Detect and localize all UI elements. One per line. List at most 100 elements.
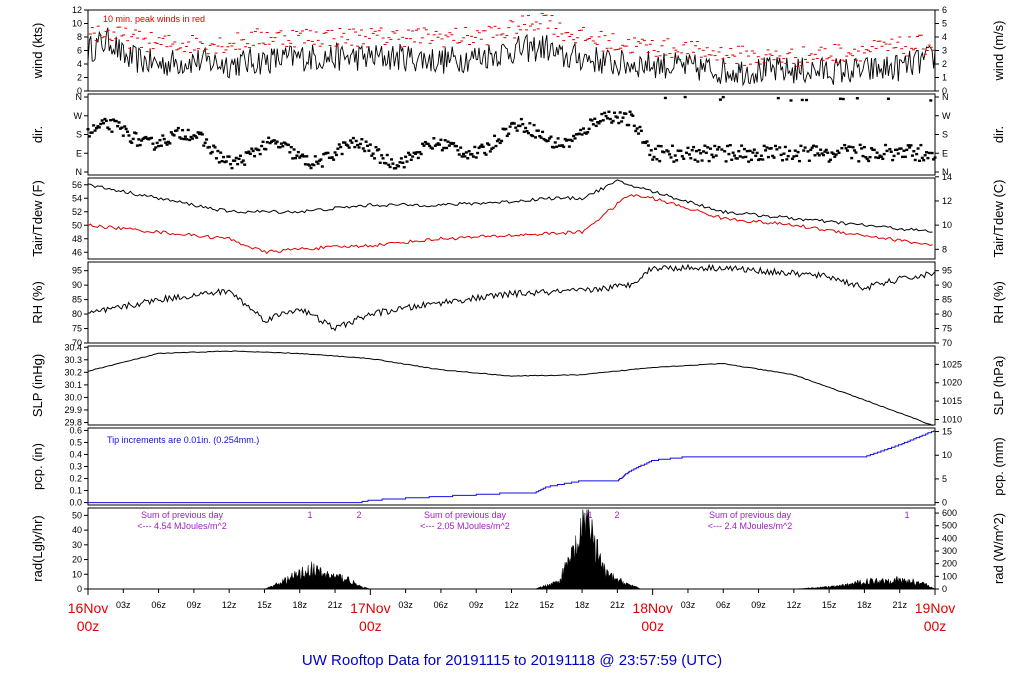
- direction-point: [598, 120, 602, 123]
- wind-right-tick-label: 1: [942, 73, 947, 83]
- direction-point: [464, 151, 468, 154]
- direction-point: [507, 132, 511, 135]
- day-label: 16Nov: [68, 600, 108, 616]
- direction-point: [634, 129, 638, 133]
- direction-point: [343, 141, 347, 144]
- direction-point: [337, 143, 341, 146]
- direction-point: [406, 151, 410, 155]
- direction-point: [398, 161, 402, 164]
- rh-left-tick-label: 75: [72, 324, 82, 334]
- direction-point: [682, 157, 686, 160]
- dir-ylabel-left: dir.: [30, 126, 45, 143]
- direction-point: [358, 142, 362, 146]
- direction-point: [326, 151, 330, 155]
- direction-point: [491, 146, 495, 150]
- direction-point: [649, 149, 653, 152]
- direction-point: [446, 140, 450, 143]
- pcp-left-tick-label: 0.0: [69, 498, 82, 508]
- direction-point: [186, 128, 190, 132]
- direction-point: [240, 161, 244, 164]
- direction-point: [733, 154, 737, 157]
- direction-point: [759, 154, 763, 157]
- direction-point: [905, 148, 909, 152]
- day-label: 18Nov: [632, 600, 672, 616]
- direction-point: [710, 153, 714, 156]
- direction-point: [336, 147, 340, 150]
- direction-point: [865, 157, 869, 161]
- direction-point: [707, 159, 711, 163]
- direction-point: [484, 153, 488, 156]
- direction-point: [806, 150, 810, 153]
- direction-point: [241, 159, 245, 162]
- direction-point: [488, 150, 492, 153]
- direction-point: [117, 121, 121, 124]
- direction-point: [923, 154, 927, 157]
- direction-point: [605, 117, 609, 120]
- direction-point: [769, 147, 773, 150]
- dir-left-tick-label: S: [76, 130, 82, 140]
- direction-point: [135, 144, 139, 147]
- direction-point: [230, 166, 234, 170]
- rad-marker: 1: [307, 510, 312, 520]
- direction-point: [357, 146, 361, 149]
- direction-point: [590, 119, 594, 122]
- wind-left-tick-label: 8: [77, 32, 82, 42]
- wind-ylabel-right: wind (m/s): [991, 21, 1006, 82]
- rad-panel: 010203040500100200300400500600rad(Lgly/h…: [30, 507, 1006, 594]
- direction-point: [690, 148, 694, 152]
- direction-point: [199, 131, 203, 135]
- direction-point: [123, 125, 127, 128]
- direction-point: [361, 147, 365, 150]
- rad-marker: 2: [356, 510, 361, 520]
- direction-point: [857, 160, 861, 163]
- direction-point: [662, 150, 666, 154]
- direction-point: [586, 131, 590, 134]
- direction-point: [521, 122, 525, 126]
- direction-point: [151, 142, 155, 145]
- direction-point: [697, 148, 701, 152]
- hour-tick-label: 03z: [681, 600, 696, 610]
- slp-frame: [87, 345, 936, 426]
- rad-right-tick-label: 0: [942, 584, 947, 594]
- direction-point: [782, 152, 786, 155]
- direction-point: [426, 142, 430, 146]
- direction-point: [877, 156, 881, 160]
- direction-point: [781, 159, 785, 162]
- direction-point: [885, 149, 889, 153]
- direction-point: [459, 146, 463, 149]
- direction-point: [498, 141, 502, 145]
- day-hour-label: 00z: [924, 618, 947, 634]
- direction-point: [508, 125, 512, 128]
- rad-left-tick-label: 50: [72, 510, 82, 520]
- direction-point: [755, 151, 759, 155]
- direction-point: [116, 124, 120, 128]
- rh-right-tick-label: 80: [942, 309, 952, 319]
- direction-point: [473, 145, 477, 149]
- direction-point: [528, 122, 532, 125]
- direction-point: [541, 130, 545, 134]
- slp-ylabel-left: SLP (inHg): [30, 354, 45, 417]
- direction-point: [803, 146, 807, 149]
- direction-point: [899, 147, 903, 150]
- direction-point: [603, 111, 607, 115]
- direction-point: [423, 140, 427, 144]
- rad-sum-value: <--- 4.54 MJoules/m^2: [137, 521, 227, 531]
- direction-point: [645, 140, 649, 143]
- pcp-left-tick-label: 0.3: [69, 462, 82, 472]
- direction-point: [869, 147, 873, 150]
- pcp-series-line: [88, 430, 935, 504]
- slp-left-tick-label: 30.4: [64, 342, 82, 352]
- direction-point: [553, 141, 557, 144]
- direction-point: [929, 99, 933, 102]
- direction-point: [183, 135, 187, 138]
- direction-point: [862, 145, 866, 149]
- direction-point: [487, 143, 491, 146]
- direction-point: [644, 141, 648, 145]
- direction-point: [388, 165, 392, 169]
- direction-point: [120, 126, 124, 129]
- direction-point: [689, 157, 693, 160]
- direction-point: [703, 144, 707, 147]
- direction-point: [377, 148, 381, 151]
- direction-point: [478, 145, 482, 148]
- direction-point: [922, 158, 926, 162]
